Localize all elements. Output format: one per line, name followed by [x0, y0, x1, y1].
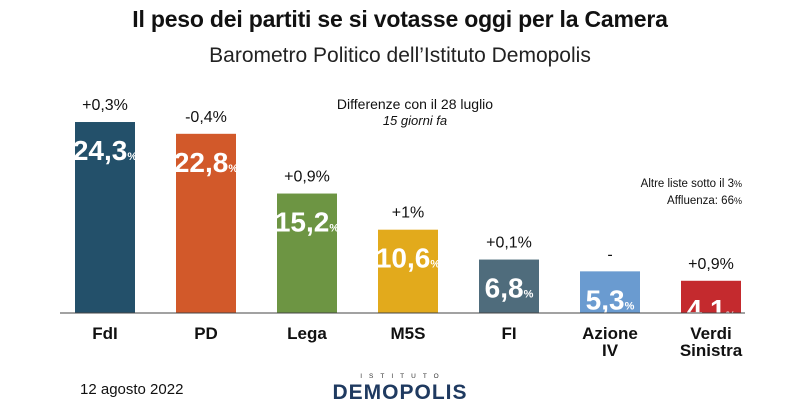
- bar-value-label: 4,1%: [687, 294, 736, 325]
- bar-value-percent: %: [127, 151, 137, 163]
- other-lists-text: Altre liste sotto il 3: [640, 178, 734, 190]
- other-lists-note: Altre liste sotto il 3%: [641, 178, 742, 190]
- demopolis-logo: ISTITUTO DEMOPOLIS: [328, 373, 472, 405]
- category-label: FdI: [92, 324, 118, 343]
- chart-subtitle: Barometro Politico dell’Istituto Demopol…: [209, 44, 591, 67]
- category-label-line: Sinistra: [680, 341, 743, 360]
- bar-difference-label: +0,1%: [486, 235, 532, 252]
- bar-value-main: 10,6: [376, 243, 431, 274]
- bar-6: [580, 271, 640, 313]
- category-label: Verdi Sinistra: [680, 324, 743, 360]
- bar-value-label: 5,3%: [586, 284, 635, 315]
- bar-difference-label: -0,4%: [185, 109, 227, 126]
- category-label-line: Azione: [582, 324, 638, 343]
- bar-value-main: 4,1: [687, 294, 726, 325]
- category-label: PD: [194, 324, 218, 343]
- bar-value-main: 5,3: [586, 284, 625, 315]
- bar-difference-label: +0,3%: [82, 97, 128, 114]
- survey-date: 12 agosto 2022: [80, 381, 184, 398]
- bar-difference-label: +0,9%: [688, 256, 734, 273]
- differences-note: Differenze con il 28 luglio: [336, 96, 494, 112]
- bar-4: [378, 229, 438, 313]
- bar-value-label: 24,3%: [73, 135, 138, 166]
- category-label-line: M5S: [391, 324, 426, 343]
- bar-value-percent: %: [726, 310, 736, 322]
- category-label: FI: [501, 324, 516, 343]
- category-label-line: IV: [602, 341, 619, 360]
- bar-value-percent: %: [430, 259, 440, 271]
- bar-1: [75, 122, 135, 313]
- logo-demopolis: DEMOPOLIS: [332, 381, 468, 404]
- bar-value-label: 22,8%: [174, 147, 239, 178]
- bar-7: [681, 280, 741, 313]
- category-label-line: FdI: [92, 324, 118, 343]
- category-label-line: PD: [194, 324, 218, 343]
- turnout-text: Affluenza: 66: [667, 195, 734, 207]
- bar-difference-label: +0,9%: [284, 169, 330, 186]
- turnout-pct: %: [733, 196, 742, 206]
- bar-value-percent: %: [625, 300, 635, 312]
- bar-value-percent: %: [524, 289, 534, 301]
- logo-istituto: ISTITUTO: [360, 373, 446, 380]
- bar-value-label: 15,2%: [275, 207, 340, 238]
- bar-value-label: 6,8%: [485, 273, 534, 304]
- other-lists-pct: %: [733, 179, 742, 189]
- category-label-line: Lega: [287, 324, 327, 343]
- bar-5: [479, 259, 539, 313]
- chart-title: Il peso dei partiti se si votasse oggi p…: [132, 6, 668, 32]
- bar-value-main: 6,8: [485, 273, 524, 304]
- bar-value-label: 10,6%: [376, 243, 441, 274]
- bar-2: [176, 133, 236, 313]
- differences-note-period: 15 giorni fa: [382, 113, 448, 128]
- category-label: M5S: [391, 324, 426, 343]
- category-label-line: FI: [501, 324, 516, 343]
- bar-difference-label: +1%: [392, 205, 424, 222]
- turnout-note: Affluenza: 66%: [667, 195, 742, 207]
- bar-3: [277, 193, 337, 313]
- category-label-line: Verdi: [690, 324, 732, 343]
- bar-value-main: 15,2: [275, 207, 330, 238]
- category-label: Lega: [287, 324, 327, 343]
- bar-value-percent: %: [329, 223, 339, 235]
- category-label: Azione IV: [582, 324, 638, 360]
- bar-value-percent: %: [228, 163, 238, 175]
- bar-value-main: 22,8: [174, 147, 229, 178]
- bar-value-main: 24,3: [73, 135, 128, 166]
- bar-difference-label: -: [607, 246, 612, 263]
